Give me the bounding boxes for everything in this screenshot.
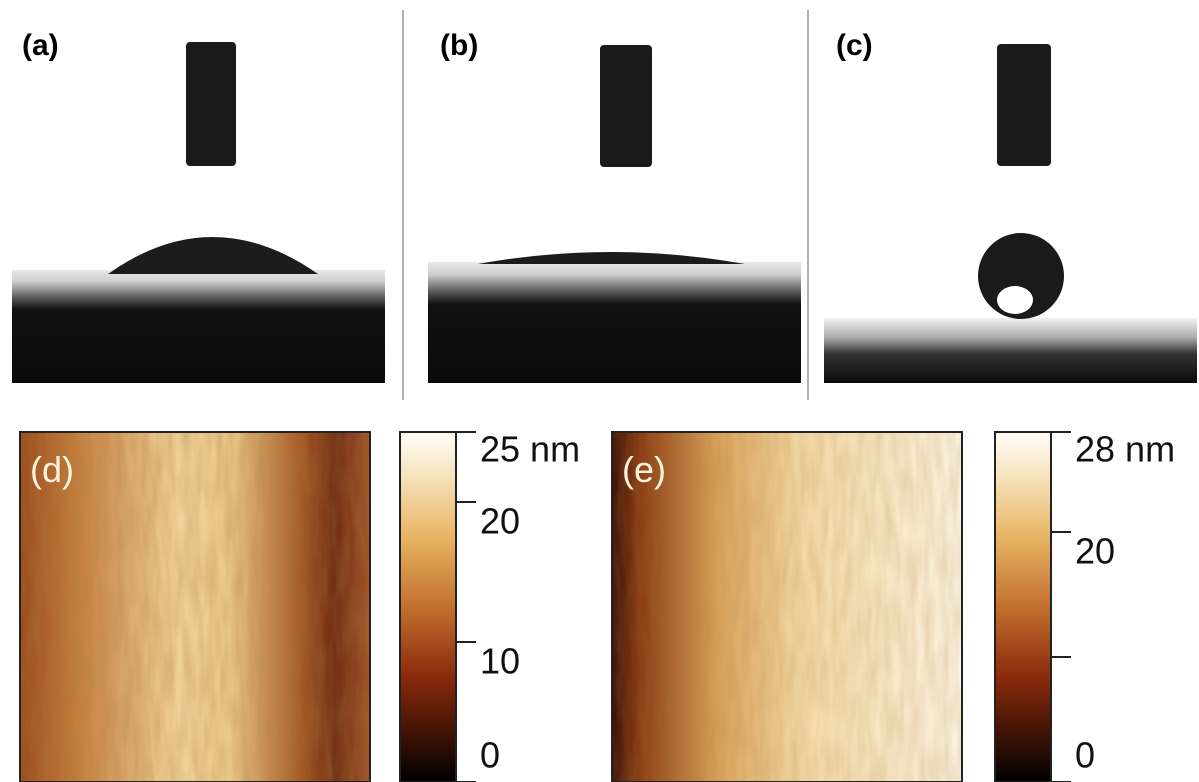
colorbar-label: 28 nm <box>1075 429 1175 470</box>
panel-label: (d) <box>30 449 74 490</box>
panel-label: (c) <box>836 29 873 62</box>
colorbar-label: 25 nm <box>480 429 580 470</box>
colorbar-label: 0 <box>480 735 500 776</box>
figure: (a) (b) (c) (d) (e) 25 nm 20 10 0 28 nm 20 0 <box>0 0 1199 782</box>
photo-b <box>428 40 801 383</box>
colorbar-label: 20 <box>1075 531 1115 572</box>
photo-c <box>824 40 1197 383</box>
colorbar-label: 20 <box>480 501 520 542</box>
panel-label: (b) <box>440 29 478 62</box>
colorbar <box>400 432 456 782</box>
panel-label: (a) <box>22 29 59 62</box>
photo-a <box>12 40 385 383</box>
colorbar <box>995 432 1051 782</box>
panel-label: (e) <box>622 449 666 490</box>
colorbar-label: 0 <box>1075 735 1095 776</box>
colorbar-label: 10 <box>480 641 520 682</box>
